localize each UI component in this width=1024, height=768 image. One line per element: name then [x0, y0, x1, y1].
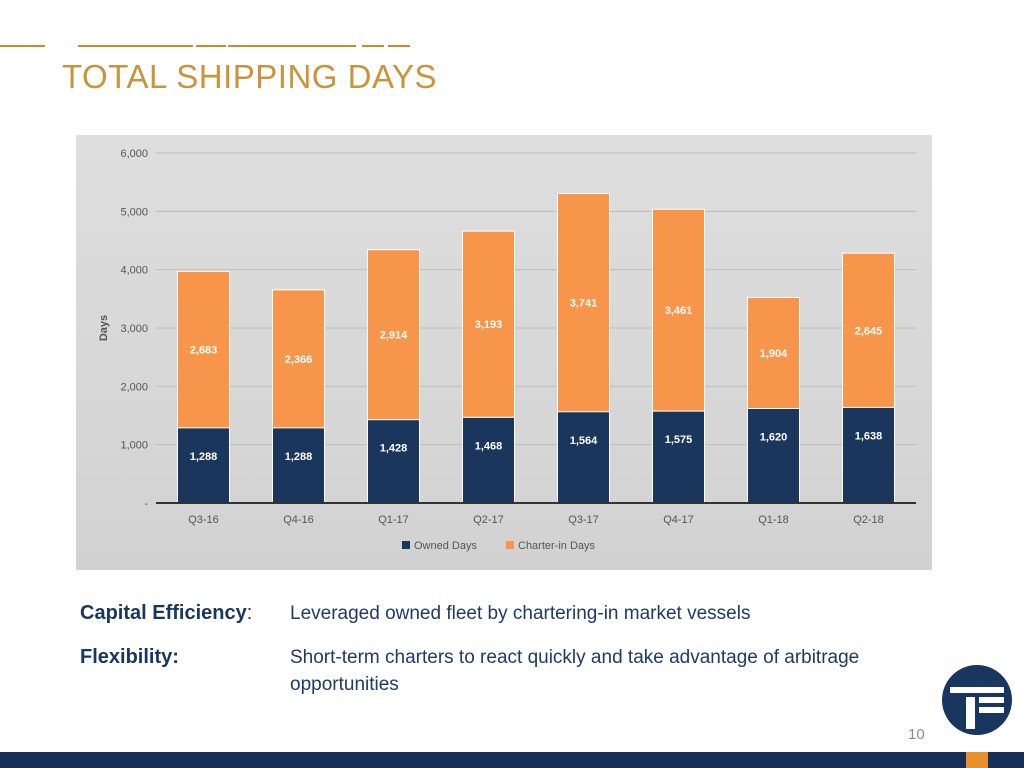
x-tick-label: Q2-18 — [853, 514, 884, 526]
bullet-colon: : — [246, 602, 253, 624]
data-label-owned: 1,638 — [855, 430, 883, 442]
bar-owned — [367, 419, 420, 504]
company-logo-icon — [942, 665, 1012, 735]
data-label-charter: 3,461 — [665, 305, 693, 317]
bar-owned — [842, 406, 895, 504]
x-tick-label: Q1-17 — [378, 514, 409, 526]
y-tick-label: 5,000 — [120, 206, 148, 218]
data-label-owned: 1,468 — [475, 440, 503, 452]
data-label-owned: 1,620 — [760, 432, 788, 444]
legend-label-owned: Owned Days — [414, 540, 477, 552]
footer-bar — [0, 752, 1024, 768]
bullet-text: Short-term charters to react quickly and… — [290, 647, 860, 695]
footer-accent — [966, 752, 988, 768]
bullet-capital-efficiency: Capital Efficiency: Leveraged owned flee… — [80, 600, 900, 627]
shipping-days-chart: - 1,000 2,000 3,000 4,000 5,000 6,000 Days 1,288… — [76, 135, 932, 570]
header-rule — [196, 45, 226, 47]
y-tick-label: 1,000 — [120, 440, 148, 452]
y-axis-label: Days — [98, 315, 110, 341]
y-tick-label: 6,000 — [120, 148, 148, 160]
chart-svg: - 1,000 2,000 3,000 4,000 5,000 6,000 Days 1,288… — [98, 148, 916, 552]
x-tick-label: Q3-16 — [188, 514, 219, 526]
x-tick-label: Q2-17 — [473, 514, 504, 526]
y-tick-label: 2,000 — [120, 381, 148, 393]
bar-owned — [462, 416, 515, 504]
y-tick-label: - — [144, 498, 148, 510]
header-rule — [362, 45, 384, 47]
x-tick-label: Q3-17 — [568, 514, 599, 526]
bar-charter-in — [557, 193, 610, 413]
bar-owned — [272, 427, 325, 504]
data-label-charter: 1,904 — [760, 348, 788, 360]
header-rule — [78, 45, 193, 47]
y-tick-label: 3,000 — [120, 323, 148, 335]
x-tick-label: Q1-18 — [758, 514, 789, 526]
data-label-charter: 2,914 — [380, 330, 408, 342]
x-tick-label: Q4-16 — [283, 514, 314, 526]
bullet-flexibility: Flexibility: Short-term charters to reac… — [80, 644, 900, 698]
bar-charter-in — [747, 296, 800, 409]
data-label-owned: 1,564 — [570, 435, 598, 447]
bar-owned — [652, 410, 705, 504]
data-label-charter: 3,193 — [475, 319, 503, 331]
data-label-owned: 1,575 — [665, 434, 693, 446]
page-number: 10 — [908, 726, 925, 743]
header-rule — [228, 45, 356, 47]
y-tick-label: 4,000 — [120, 265, 148, 277]
bar-charter-in — [842, 252, 895, 408]
x-tick-label: Q4-17 — [663, 514, 694, 526]
bar-charter-in — [652, 208, 705, 412]
bar-owned — [747, 408, 800, 504]
bar-owned — [177, 427, 230, 504]
legend-swatch-owned — [402, 541, 410, 549]
data-label-owned: 1,288 — [190, 451, 218, 463]
data-label-owned: 1,428 — [380, 443, 408, 455]
bar-charter-in — [272, 289, 325, 429]
bar-charter-in — [367, 249, 420, 421]
bullet-list: Capital Efficiency: Leveraged owned flee… — [80, 600, 900, 698]
slide-title: TOTAL SHIPPING DAYS — [62, 58, 438, 95]
legend-label-charter: Charter-in Days — [518, 540, 596, 552]
data-label-charter: 2,645 — [855, 325, 883, 337]
data-label-charter: 2,366 — [285, 354, 313, 366]
header-rule — [0, 45, 45, 47]
data-label-owned: 1,288 — [285, 451, 313, 463]
bar-owned — [557, 411, 610, 504]
header-rule — [388, 45, 410, 47]
bullet-label: Capital Efficiency — [80, 602, 247, 624]
legend-swatch-charter — [506, 541, 514, 549]
data-label-charter: 3,741 — [570, 298, 598, 310]
bullet-text: Leveraged owned fleet by chartering-in m… — [290, 603, 751, 624]
bar-charter-in — [462, 230, 515, 418]
data-label-charter: 2,683 — [190, 345, 218, 357]
bullet-label: Flexibility: — [80, 646, 179, 668]
